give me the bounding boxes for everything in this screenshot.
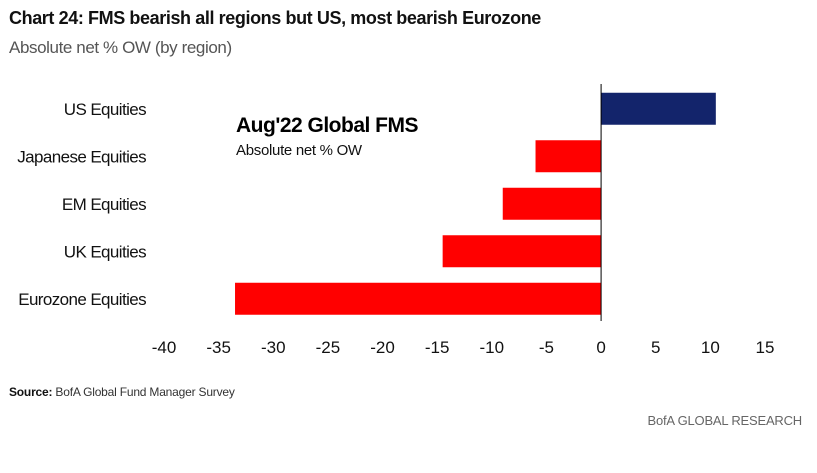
- bar-japanese-equities: [535, 140, 602, 173]
- bars-group: [235, 92, 716, 315]
- x-tick-label: -25: [316, 338, 341, 357]
- x-axis-ticks: -40 -35 -30 -25 -20 -15 -10 -5 0 5 10 15: [152, 338, 775, 357]
- source-text: BofA Global Fund Manager Survey: [55, 385, 235, 399]
- x-tick-label: -5: [539, 338, 554, 357]
- category-labels: US Equities Japanese Equities EM Equities U…: [17, 100, 146, 309]
- x-tick-label: 10: [701, 338, 720, 357]
- x-tick-label: -35: [206, 338, 231, 357]
- category-label: US Equities: [64, 100, 146, 119]
- x-tick-label: 15: [756, 338, 775, 357]
- chart-subtitle: Absolute net % OW (by region): [9, 38, 232, 57]
- category-label: EM Equities: [62, 195, 146, 214]
- bar-uk-equities: [442, 235, 602, 268]
- x-tick-label: -15: [425, 338, 450, 357]
- chart-title: Chart 24: FMS bearish all regions but US…: [9, 8, 541, 28]
- source-note: Source: BofA Global Fund Manager Survey: [9, 385, 235, 399]
- x-tick-label: 5: [651, 338, 660, 357]
- brand-footer: BofA GLOBAL RESEARCH: [647, 413, 803, 428]
- category-label: Eurozone Equities: [18, 290, 146, 309]
- category-label: Japanese Equities: [17, 147, 146, 166]
- annotation-title: Aug'22 Global FMS: [236, 114, 419, 137]
- category-label: UK Equities: [64, 242, 146, 261]
- x-tick-label: -10: [480, 338, 505, 357]
- bar-em-equities: [502, 187, 602, 220]
- bar-us-equities: [601, 92, 716, 125]
- source-label: Source:: [9, 385, 53, 399]
- x-tick-label: -20: [370, 338, 395, 357]
- bar-eurozone-equities: [235, 282, 602, 315]
- x-tick-label: -30: [261, 338, 286, 357]
- x-tick-label: -40: [152, 338, 177, 357]
- x-tick-label: 0: [596, 338, 605, 357]
- annotation-subtitle: Absolute net % OW: [236, 142, 363, 159]
